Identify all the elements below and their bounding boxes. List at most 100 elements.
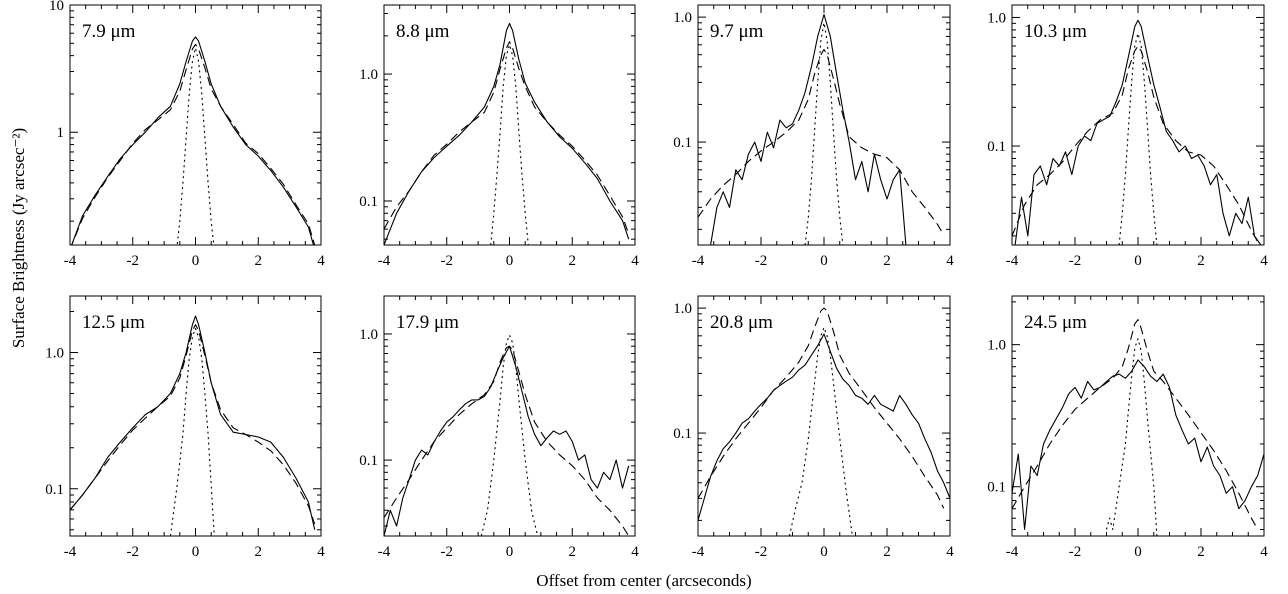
x-tick-label: 2 bbox=[569, 253, 577, 269]
panel-label: 12.5 μm bbox=[82, 312, 145, 333]
series-line-solid bbox=[71, 36, 315, 245]
x-tick-label: -4 bbox=[692, 544, 705, 560]
x-tick-label: -2 bbox=[1069, 544, 1082, 560]
y-tick-label: 1.0 bbox=[359, 67, 378, 83]
series-group bbox=[384, 22, 630, 245]
panel: -4 -2 0 2 4 0.1 1.0 12.5 μm bbox=[45, 295, 325, 560]
series-line-solid bbox=[384, 22, 630, 245]
y-tick-label: 1.0 bbox=[987, 338, 1006, 354]
series-group bbox=[1012, 319, 1264, 536]
series-line-dashed bbox=[384, 345, 630, 536]
x-tick-label: 4 bbox=[946, 253, 954, 269]
x-tick-label: 4 bbox=[317, 253, 325, 269]
series-line-dotted bbox=[1105, 338, 1158, 536]
panel-label: 20.8 μm bbox=[710, 312, 773, 333]
x-tick-label: 4 bbox=[946, 544, 954, 560]
series-line-dashed bbox=[71, 43, 316, 245]
y-tick-label: 0.1 bbox=[45, 482, 64, 498]
x-tick-label: 4 bbox=[631, 544, 639, 560]
x-tick-label: -4 bbox=[1006, 253, 1019, 269]
x-tick-label: -4 bbox=[64, 253, 77, 269]
series-line-dashed bbox=[698, 307, 945, 509]
x-tick-label: -2 bbox=[1069, 253, 1082, 269]
series-line-dotted bbox=[788, 326, 853, 536]
panel-label: 24.5 μm bbox=[1024, 312, 1087, 333]
panel: -4 -2 0 2 4 0.1 1.0 9.7 μm bbox=[673, 4, 954, 269]
series-line-solid bbox=[70, 315, 316, 530]
x-tick-label: 4 bbox=[631, 253, 639, 269]
series-line-dashed bbox=[698, 48, 945, 236]
panel-label: 10.3 μm bbox=[1024, 21, 1087, 42]
series-line-dotted bbox=[480, 334, 539, 536]
series-line-dashed bbox=[70, 324, 316, 525]
panel: -4 -2 0 2 4 1 10 7.9 μm bbox=[49, 0, 325, 269]
x-tick-label: 2 bbox=[1197, 253, 1205, 269]
x-tick-label: 4 bbox=[1260, 544, 1268, 560]
series-line-dashed bbox=[384, 41, 630, 235]
series-line-solid bbox=[710, 13, 907, 245]
y-tick-label: 0.1 bbox=[987, 480, 1006, 496]
series-group bbox=[71, 36, 316, 245]
x-tick-label: -4 bbox=[378, 253, 391, 269]
x-tick-label: 0 bbox=[1134, 253, 1142, 269]
panel-label: 7.9 μm bbox=[82, 21, 136, 42]
x-tick-label: -2 bbox=[127, 253, 140, 269]
y-tick-label: 10 bbox=[49, 0, 64, 14]
series-line-solid bbox=[1014, 19, 1262, 245]
panel-label: 8.8 μm bbox=[396, 21, 450, 42]
panel-label: 9.7 μm bbox=[710, 21, 764, 42]
series-group bbox=[1012, 19, 1262, 245]
panel: -4 -2 0 2 4 0.1 1.0 20.8 μm bbox=[673, 295, 954, 560]
x-tick-label: 0 bbox=[1134, 544, 1142, 560]
x-tick-label: -4 bbox=[692, 253, 705, 269]
panel-label: 17.9 μm bbox=[396, 312, 459, 333]
series-line-solid bbox=[698, 333, 950, 521]
x-tick-label: 4 bbox=[1260, 253, 1268, 269]
series-line-dashed bbox=[1012, 45, 1259, 243]
y-tick-label: 1.0 bbox=[987, 10, 1006, 26]
x-tick-label: -2 bbox=[755, 253, 768, 269]
x-tick-label: -4 bbox=[64, 544, 77, 560]
y-axis-title: Surface Brightness (Jy arcsec⁻²) bbox=[9, 128, 28, 348]
series-line-dotted bbox=[176, 47, 215, 245]
x-tick-label: -2 bbox=[441, 544, 454, 560]
x-tick-label: -2 bbox=[127, 544, 140, 560]
x-tick-label: 0 bbox=[192, 253, 200, 269]
panel: -4 -2 0 2 4 0.1 1.0 17.9 μm bbox=[359, 295, 639, 560]
x-tick-label: 2 bbox=[883, 544, 891, 560]
series-line-solid bbox=[384, 345, 630, 536]
y-tick-label: 0.1 bbox=[359, 453, 378, 469]
series-group bbox=[70, 315, 316, 536]
series-group bbox=[698, 307, 950, 536]
series-line-solid bbox=[1012, 359, 1264, 531]
x-tick-label: 0 bbox=[506, 253, 514, 269]
x-tick-label: -2 bbox=[441, 253, 454, 269]
series-line-dotted bbox=[169, 327, 215, 536]
panel: -4 -2 0 2 4 0.1 1.0 8.8 μm bbox=[359, 4, 639, 269]
y-tick-label: 0.1 bbox=[987, 139, 1006, 155]
x-tick-label: 2 bbox=[255, 544, 263, 560]
y-tick-label: 1.0 bbox=[673, 301, 692, 317]
y-tick-label: 0.1 bbox=[673, 426, 692, 442]
x-tick-label: 0 bbox=[506, 544, 514, 560]
x-tick-label: 2 bbox=[255, 253, 263, 269]
x-tick-label: 0 bbox=[820, 253, 828, 269]
x-tick-label: -4 bbox=[1006, 544, 1019, 560]
x-tick-label: 2 bbox=[883, 253, 891, 269]
x-tick-label: 4 bbox=[317, 544, 325, 560]
x-tick-label: -2 bbox=[755, 544, 768, 560]
x-axis-title: Offset from center (arcseconds) bbox=[536, 571, 751, 590]
y-tick-label: 0.1 bbox=[673, 135, 692, 151]
x-tick-label: -4 bbox=[378, 544, 391, 560]
x-tick-label: 0 bbox=[192, 544, 200, 560]
panel: -4 -2 0 2 4 0.1 1.0 24.5 μm bbox=[987, 295, 1268, 560]
y-tick-label: 1.0 bbox=[673, 10, 692, 26]
series-line-dashed bbox=[1012, 319, 1259, 530]
series-line-dotted bbox=[804, 22, 844, 245]
y-tick-label: 1.0 bbox=[45, 346, 64, 362]
panel: -4 -2 0 2 4 0.1 1.0 10.3 μm bbox=[987, 4, 1268, 269]
y-tick-label: 1.0 bbox=[359, 327, 378, 343]
x-tick-label: 0 bbox=[820, 544, 828, 560]
series-group bbox=[698, 13, 945, 245]
